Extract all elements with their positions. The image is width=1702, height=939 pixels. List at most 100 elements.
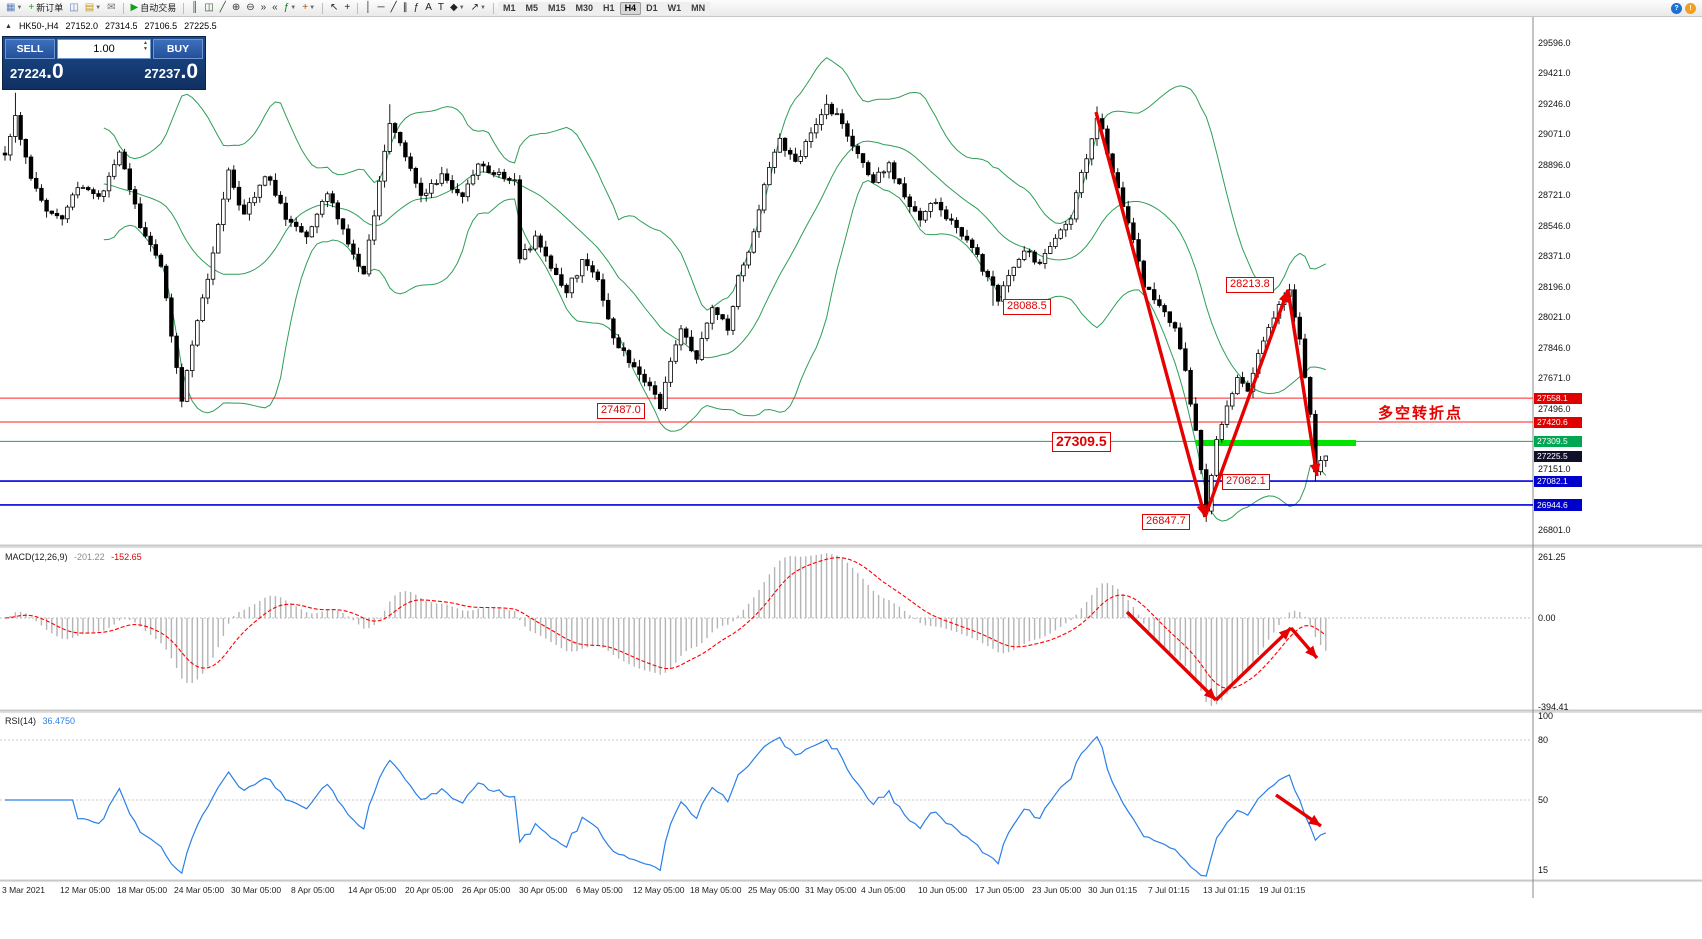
- time-label: 20 Apr 05:00: [405, 885, 454, 895]
- bar-chart-icon[interactable]: ║: [188, 1, 201, 16]
- vertical-line-icon: │: [365, 2, 372, 13]
- time-label: 30 Apr 05:00: [519, 885, 568, 895]
- time-label: 23 Jun 05:00: [1032, 885, 1082, 895]
- timeframe-h1[interactable]: H1: [598, 1, 620, 15]
- time-label: 4 Jun 05:00: [861, 885, 906, 895]
- timeframe-d1[interactable]: D1: [641, 1, 663, 15]
- label-tool-icon: T: [437, 2, 444, 13]
- chart-shift-icon[interactable]: «: [269, 1, 281, 16]
- indicators-icon: ƒ: [283, 2, 290, 13]
- profiles-icon[interactable]: ▤ ▼: [82, 1, 104, 16]
- new-order-button[interactable]: + 新订单: [25, 1, 66, 16]
- label-tool-icon[interactable]: T: [435, 1, 447, 16]
- buy-button[interactable]: BUY: [153, 39, 203, 59]
- zoom-out-icon[interactable]: ⊖: [243, 1, 257, 16]
- arrows-icon[interactable]: ↗ ▼: [468, 1, 489, 16]
- auto-scroll-icon[interactable]: »: [258, 1, 270, 16]
- macd-indicator-label: MACD(12,26,9) -201.22 -152.65: [5, 552, 142, 562]
- ohlc-close: 27225.5: [184, 21, 217, 31]
- toolbar-separator: [492, 2, 494, 14]
- toolbar: ▦ ▼ + 新订单 ◫ ▤ ▼ ✉ ▶ 自动交易 ║ ◫ ╱ ⊕ ⊖» «ƒ ▼ + ▼ ↖ + │ ─ ╱ ∥ ƒ A T ◆ ▼ ↗ ▼ M…: [0, 0, 1702, 17]
- volume-stepper[interactable]: ▲ ▼: [143, 40, 148, 52]
- time-label: 3 Mar 2021: [2, 885, 45, 895]
- rsi-value: 36.4750: [42, 716, 76, 726]
- rsi-layer: [0, 735, 1533, 877]
- zoom-in-icon: ⊕: [231, 2, 241, 13]
- timeframe-m30[interactable]: M30: [570, 1, 599, 15]
- arrows-icon: ↗: [470, 2, 480, 13]
- price-axis-tick: 27151.0: [1538, 464, 1571, 475]
- time-label: 25 May 05:00: [748, 885, 800, 895]
- price-axis-tick: 27671.0: [1538, 373, 1571, 384]
- annotation-note[interactable]: 多空转折点: [1378, 405, 1464, 422]
- price-axis-tick: 29596.0: [1538, 38, 1571, 48]
- dropdown-caret-icon: ▼: [309, 5, 316, 11]
- one-click-trading-panel: SELL 1.00 ▲ ▼ BUY 27224.0 27237.0: [2, 36, 206, 90]
- time-label: 30 Jun 01:15: [1088, 885, 1138, 895]
- objects-icon[interactable]: + ▼: [299, 1, 318, 16]
- trendline-icon[interactable]: ╱: [388, 1, 400, 16]
- time-label: 19 Jul 01:15: [1259, 885, 1306, 895]
- timeframe-m1[interactable]: M1: [497, 1, 521, 15]
- line-chart-icon: ╱: [219, 2, 226, 13]
- candlestick-chart-icon[interactable]: ◫: [201, 1, 216, 16]
- line-chart-icon[interactable]: ╱: [217, 1, 229, 16]
- horizontal-lines-layer[interactable]: [0, 397, 1533, 506]
- zoom-in-icon[interactable]: ⊕: [229, 1, 243, 16]
- trend-arrows-layer[interactable]: [1094, 111, 1322, 828]
- crosshair-icon[interactable]: +: [341, 1, 353, 16]
- new-order-button-label: 新订单: [36, 2, 64, 13]
- price-line-label: 27420.6: [1534, 416, 1582, 429]
- cursor-icon[interactable]: ↖: [327, 1, 341, 16]
- price-callout[interactable]: 26847.7: [1142, 514, 1190, 530]
- price-callout[interactable]: 27487.0: [597, 403, 645, 419]
- price-callout[interactable]: 28088.5: [1003, 299, 1051, 315]
- chart-windows-icon[interactable]: ◫: [66, 1, 81, 16]
- charts-grid-icon: ▦: [6, 2, 16, 13]
- text-tool-icon: A: [425, 2, 432, 13]
- time-label: 24 Mar 05:00: [174, 885, 225, 895]
- horizontal-line-icon[interactable]: ─: [375, 1, 388, 16]
- mailbox-icon[interactable]: ✉: [104, 1, 118, 16]
- time-label: 31 May 05:00: [805, 885, 857, 895]
- channel-icon[interactable]: ∥: [400, 1, 411, 16]
- ohlc-open: 27152.0: [65, 21, 98, 31]
- macd-axis-label: 0.00: [1538, 613, 1556, 623]
- fibonacci-icon[interactable]: ƒ: [411, 1, 423, 16]
- toolbar-group: │ ─ ╱ ∥ ƒ A T ◆ ▼ ↗ ▼: [362, 0, 489, 16]
- auto-trading-button-label: 自动交易: [140, 2, 177, 13]
- volume-field[interactable]: 1.00 ▲ ▼: [57, 39, 151, 59]
- timeframe-h4[interactable]: H4: [619, 1, 642, 15]
- time-label: 12 Mar 05:00: [60, 885, 111, 895]
- timeframe-m15[interactable]: M15: [543, 1, 571, 15]
- timeframe-m5[interactable]: M5: [520, 1, 544, 15]
- timeframe-w1[interactable]: W1: [662, 1, 687, 15]
- dropdown-caret-icon: ▼: [16, 5, 23, 11]
- toolbar-separator: [357, 2, 359, 14]
- price-callout[interactable]: 28213.8: [1226, 277, 1274, 293]
- auto-trading-button: ▶: [130, 2, 139, 13]
- price-callout[interactable]: 27082.1: [1222, 474, 1270, 490]
- alerts-icon[interactable]: !: [1685, 2, 1696, 14]
- timeframe-mn[interactable]: MN: [686, 1, 711, 15]
- vertical-line-icon[interactable]: │: [362, 1, 374, 16]
- rsi-name: RSI(14): [5, 716, 37, 726]
- sell-price: 27224.0: [10, 60, 64, 83]
- text-tool-icon[interactable]: A: [422, 1, 435, 16]
- macd-name: MACD(12,26,9): [5, 552, 68, 562]
- auto-trading-button[interactable]: ▶ 自动交易: [128, 1, 180, 16]
- indicators-icon[interactable]: ƒ ▼: [281, 1, 300, 16]
- dropdown-caret-icon: ▼: [290, 5, 297, 11]
- price-axis-tick: 26801.0: [1538, 525, 1571, 535]
- macd-axis-label: -394.41: [1538, 702, 1569, 712]
- sell-button[interactable]: SELL: [5, 39, 55, 59]
- price-axis-tick: 28021.0: [1538, 312, 1571, 323]
- shapes-icon[interactable]: ◆ ▼: [447, 1, 468, 16]
- charts-grid-icon[interactable]: ▦ ▼: [3, 1, 25, 16]
- price-callout[interactable]: 27309.5: [1052, 432, 1111, 452]
- community-icon[interactable]: ?: [1671, 2, 1682, 14]
- ohlc-low: 27106.5: [144, 21, 178, 31]
